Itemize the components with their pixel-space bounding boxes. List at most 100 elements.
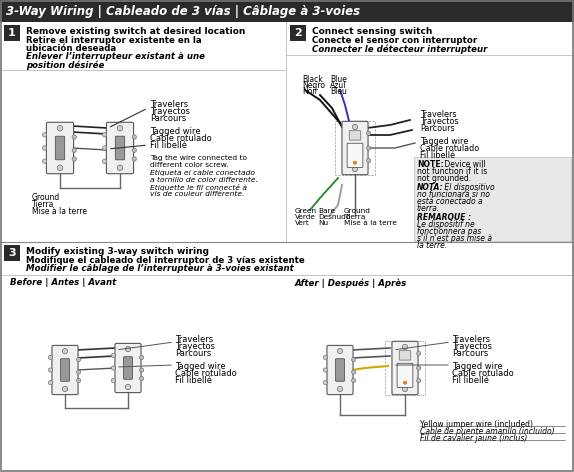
- Text: Noir: Noir: [302, 87, 318, 96]
- Circle shape: [338, 386, 343, 392]
- Text: Remove existing switch at desired location: Remove existing switch at desired locati…: [26, 27, 245, 36]
- Text: Cable de puente amarillo (incluido): Cable de puente amarillo (incluido): [420, 427, 554, 436]
- Text: Yellow jumper wire (included): Yellow jumper wire (included): [420, 420, 533, 429]
- Text: Fil libellé: Fil libellé: [175, 376, 212, 385]
- FancyBboxPatch shape: [115, 344, 141, 393]
- Text: Modifier le câblage de l’interrupteur à 3-voies existant: Modifier le câblage de l’interrupteur à …: [26, 264, 294, 273]
- Text: Cable rotulado: Cable rotulado: [420, 144, 479, 153]
- Circle shape: [351, 370, 356, 374]
- Circle shape: [125, 346, 131, 352]
- Text: Trayectos: Trayectos: [150, 107, 190, 116]
- Circle shape: [323, 355, 327, 360]
- Circle shape: [57, 165, 63, 170]
- Circle shape: [352, 125, 358, 130]
- Circle shape: [417, 379, 421, 383]
- Text: Fil de cavalier jaune (inclus): Fil de cavalier jaune (inclus): [420, 434, 528, 443]
- Text: fonctionnera pas: fonctionnera pas: [417, 227, 481, 236]
- Text: Le dispositif ne: Le dispositif ne: [417, 220, 475, 229]
- FancyBboxPatch shape: [414, 157, 571, 241]
- Text: El dispositivo: El dispositivo: [442, 183, 495, 192]
- FancyBboxPatch shape: [327, 346, 353, 395]
- Text: Parcours: Parcours: [452, 349, 488, 358]
- Circle shape: [63, 348, 68, 354]
- Circle shape: [76, 357, 81, 362]
- Text: Fil libellé: Fil libellé: [452, 376, 489, 385]
- Text: Bare: Bare: [318, 208, 335, 214]
- Text: Cable rotulado: Cable rotulado: [150, 134, 212, 143]
- Text: Tagged wire: Tagged wire: [452, 362, 503, 371]
- Circle shape: [354, 161, 356, 164]
- Circle shape: [42, 133, 47, 137]
- Text: Cable rotulado: Cable rotulado: [175, 369, 236, 378]
- Circle shape: [102, 133, 107, 137]
- Circle shape: [139, 376, 144, 380]
- FancyBboxPatch shape: [52, 346, 78, 395]
- Circle shape: [48, 368, 52, 372]
- Text: Connecter le détecteur interrupteur: Connecter le détecteur interrupteur: [312, 44, 487, 53]
- FancyBboxPatch shape: [336, 359, 344, 381]
- Text: a tornillo de color differente.: a tornillo de color differente.: [150, 177, 258, 183]
- Circle shape: [132, 157, 137, 161]
- Circle shape: [111, 366, 115, 370]
- Text: Modify existing 3-way switch wiring: Modify existing 3-way switch wiring: [26, 247, 209, 256]
- Text: Fil libellé: Fil libellé: [150, 141, 187, 150]
- FancyBboxPatch shape: [123, 357, 133, 379]
- Text: Enlever l’interrupteur existant à une: Enlever l’interrupteur existant à une: [26, 52, 205, 61]
- Text: Parcours: Parcours: [420, 124, 455, 133]
- FancyBboxPatch shape: [290, 25, 306, 41]
- Text: 2: 2: [294, 28, 302, 38]
- Text: la terre.: la terre.: [417, 241, 447, 250]
- Text: Azul: Azul: [330, 81, 347, 90]
- FancyBboxPatch shape: [349, 131, 360, 140]
- Text: tierra.: tierra.: [417, 204, 440, 213]
- Text: Desnudo: Desnudo: [318, 214, 350, 220]
- Circle shape: [76, 379, 81, 383]
- Circle shape: [367, 159, 371, 163]
- Circle shape: [402, 345, 408, 350]
- Text: Travelers: Travelers: [420, 110, 456, 119]
- Text: Bleu: Bleu: [330, 87, 347, 96]
- Circle shape: [72, 148, 76, 152]
- Circle shape: [48, 355, 52, 360]
- Text: Travelers: Travelers: [452, 335, 490, 344]
- Text: Green: Green: [295, 208, 317, 214]
- FancyBboxPatch shape: [397, 363, 413, 388]
- Circle shape: [351, 357, 356, 362]
- Text: ubicación deseada: ubicación deseada: [26, 44, 116, 53]
- Text: Mise à la terre: Mise à la terre: [344, 220, 397, 226]
- Circle shape: [132, 135, 137, 139]
- Circle shape: [111, 379, 115, 383]
- Circle shape: [417, 351, 421, 355]
- Text: Trayectos: Trayectos: [452, 342, 492, 351]
- Circle shape: [42, 159, 47, 163]
- Text: 1: 1: [8, 28, 16, 38]
- Circle shape: [102, 159, 107, 163]
- Text: REMARQUE :: REMARQUE :: [417, 213, 471, 222]
- FancyBboxPatch shape: [106, 122, 134, 174]
- Text: Travelers: Travelers: [175, 335, 213, 344]
- Text: not grounded.: not grounded.: [417, 174, 471, 183]
- Text: position désirée: position désirée: [26, 60, 104, 69]
- Text: NOTE:: NOTE:: [417, 160, 444, 169]
- Circle shape: [351, 379, 356, 383]
- Circle shape: [76, 370, 81, 374]
- Text: Ground: Ground: [344, 208, 371, 214]
- Text: not function if it is: not function if it is: [417, 167, 487, 176]
- Text: Tagged wire: Tagged wire: [150, 127, 201, 136]
- Text: s'il n'est pas mise à: s'il n'est pas mise à: [417, 234, 492, 243]
- Text: vis de couleur différente.: vis de couleur différente.: [150, 191, 245, 197]
- Text: Ground: Ground: [32, 193, 60, 202]
- Text: Tierra: Tierra: [344, 214, 366, 220]
- Circle shape: [367, 146, 371, 150]
- Text: After | Después | Après: After | Después | Après: [295, 278, 407, 287]
- FancyBboxPatch shape: [347, 143, 363, 168]
- FancyBboxPatch shape: [60, 359, 69, 381]
- Text: está conectado a: está conectado a: [417, 197, 483, 206]
- Text: Retire el interruptor existente en la: Retire el interruptor existente en la: [26, 36, 201, 45]
- Circle shape: [42, 146, 47, 150]
- FancyBboxPatch shape: [392, 341, 418, 395]
- Text: Tierra: Tierra: [32, 200, 55, 209]
- Text: no funcionará si no: no funcionará si no: [417, 190, 490, 199]
- Circle shape: [402, 387, 408, 392]
- Text: Cable rotulado: Cable rotulado: [452, 369, 514, 378]
